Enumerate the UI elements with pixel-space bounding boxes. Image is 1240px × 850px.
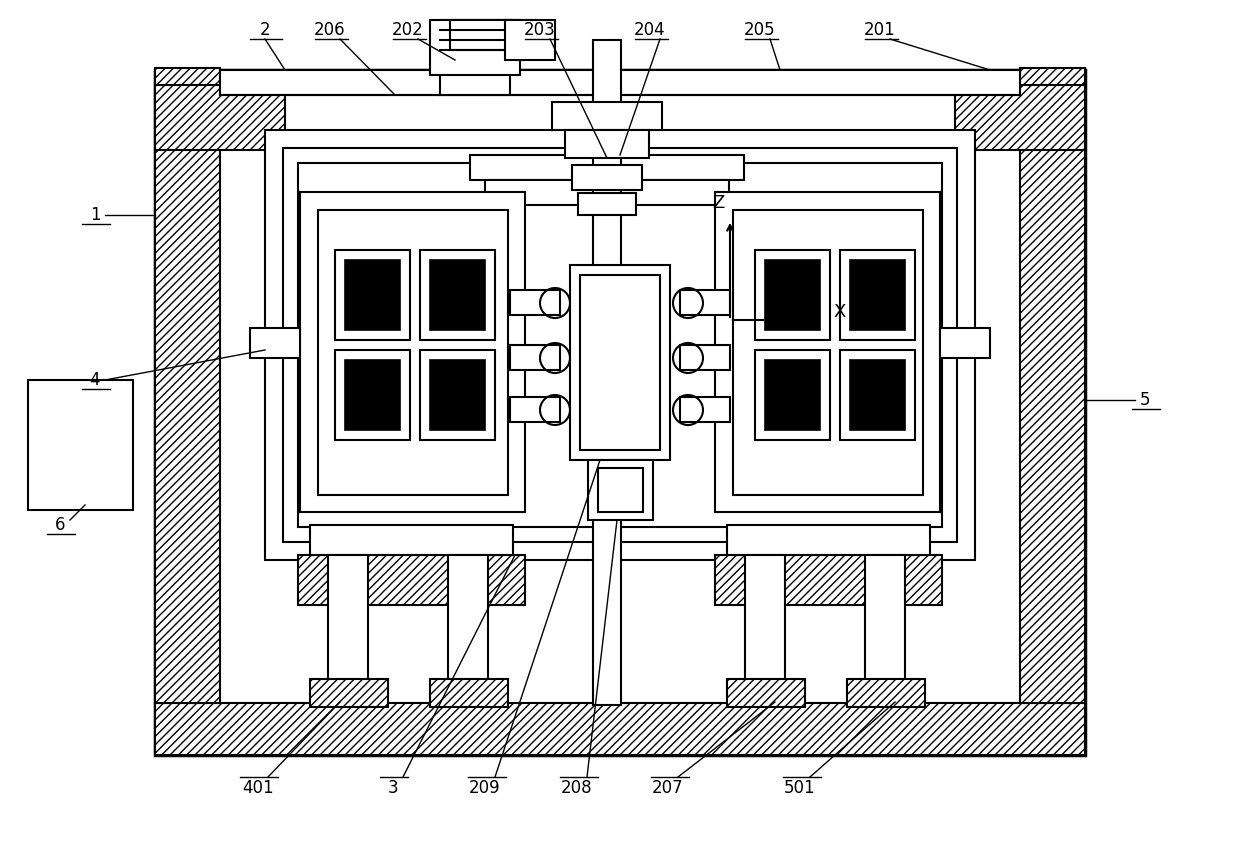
Bar [733, 210, 923, 495]
Bar [510, 345, 560, 370]
Bar [510, 290, 560, 315]
Bar [155, 68, 219, 703]
Bar [448, 555, 489, 690]
Bar [310, 525, 513, 555]
Bar [755, 350, 830, 440]
Bar [345, 360, 401, 430]
Bar [755, 250, 830, 340]
Text: 202: 202 [392, 21, 424, 39]
Bar [300, 192, 525, 512]
Bar [29, 380, 133, 510]
Bar [765, 360, 820, 430]
Bar [450, 20, 534, 50]
Bar [430, 20, 520, 75]
Bar [849, 260, 905, 330]
Text: 6: 6 [55, 516, 66, 534]
Bar [715, 555, 942, 605]
Text: 201: 201 [864, 21, 895, 39]
Text: X: X [833, 303, 846, 321]
Bar [155, 703, 1085, 755]
Bar [849, 360, 905, 430]
Bar [765, 260, 820, 330]
Bar [155, 70, 1085, 755]
Bar [727, 525, 930, 555]
Bar [420, 350, 495, 440]
Text: 209: 209 [469, 779, 501, 797]
Bar [510, 397, 560, 422]
Bar [552, 102, 662, 130]
Bar [335, 350, 410, 440]
Bar [593, 40, 621, 705]
Bar [578, 193, 636, 215]
Bar [470, 155, 744, 180]
Bar [847, 679, 925, 707]
Bar [335, 250, 410, 340]
Bar [745, 555, 785, 690]
Bar [430, 679, 508, 707]
Bar [283, 148, 957, 542]
Bar [572, 165, 642, 190]
Bar [955, 85, 1085, 150]
Text: 205: 205 [744, 21, 776, 39]
Bar [839, 250, 915, 340]
Bar [485, 180, 729, 205]
Text: 203: 203 [525, 21, 556, 39]
Bar [219, 70, 1021, 95]
Bar [317, 210, 508, 495]
Text: 5: 5 [1140, 391, 1151, 409]
Text: 206: 206 [314, 21, 346, 39]
Bar [866, 555, 905, 690]
Bar [727, 679, 805, 707]
Text: 208: 208 [562, 779, 593, 797]
Bar [680, 397, 730, 422]
Bar [839, 350, 915, 440]
Text: 207: 207 [652, 779, 683, 797]
Text: 1: 1 [89, 206, 100, 224]
Text: 2: 2 [259, 21, 270, 39]
Text: 401: 401 [242, 779, 274, 797]
Bar [420, 250, 495, 340]
Bar [298, 163, 942, 527]
Bar [565, 130, 649, 158]
Bar [598, 468, 644, 512]
Bar [329, 555, 368, 690]
Bar [430, 260, 485, 330]
Bar [430, 360, 485, 430]
Bar [715, 192, 940, 512]
Bar [265, 130, 975, 560]
Bar [505, 20, 556, 60]
Bar [440, 20, 510, 95]
Bar [310, 679, 388, 707]
Bar [588, 460, 653, 520]
Bar [155, 85, 285, 150]
Bar [940, 328, 990, 358]
Bar [580, 275, 660, 450]
Text: 204: 204 [634, 21, 666, 39]
Bar [250, 328, 300, 358]
Text: 3: 3 [388, 779, 398, 797]
Bar [298, 555, 525, 605]
Text: 501: 501 [784, 779, 816, 797]
Text: 4: 4 [89, 371, 100, 389]
Bar [345, 260, 401, 330]
Bar [1021, 68, 1085, 703]
Bar [680, 290, 730, 315]
Bar [570, 265, 670, 460]
Bar [680, 345, 730, 370]
Text: Z: Z [712, 194, 724, 212]
